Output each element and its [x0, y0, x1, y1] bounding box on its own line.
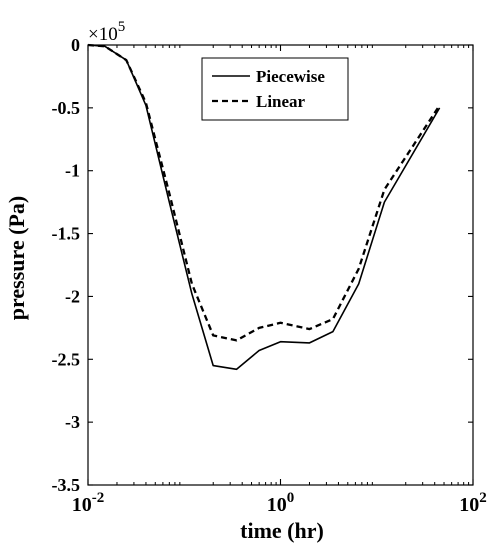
y-axis-label: pressure (Pa)	[4, 196, 29, 320]
y-tick-labels: 0 -0.5 -1 -1.5 -2 -2.5 -3 -3.5	[52, 35, 81, 495]
x-tick-label: 10-2	[72, 490, 105, 516]
series-line-piecewise	[87, 44, 441, 371]
legend-label-piecewise: Piecewise	[256, 67, 325, 86]
y-multiplier-exponent: 5	[118, 19, 126, 35]
legend-label-linear: Linear	[256, 92, 306, 111]
y-tick-label: -1.5	[52, 224, 81, 244]
y-tick-label: -2.5	[52, 349, 81, 369]
legend: Piecewise Linear	[201, 57, 349, 121]
x-tick-label: 100	[267, 490, 295, 516]
y-tick-label: -0.5	[52, 98, 81, 118]
y-tick-label: -1	[65, 161, 80, 181]
x-axis-label: time (hr)	[240, 518, 324, 543]
series-layer	[87, 43, 441, 371]
x-tick-label: 102	[459, 490, 487, 516]
plot-frame	[87, 44, 474, 486]
y-tick-label: 0	[71, 35, 80, 55]
y-tick-label: -3.5	[52, 475, 81, 495]
y-tick-label: -2	[65, 286, 80, 306]
x-tick-labels: 10-2 100 102	[72, 490, 487, 516]
series-line-linear	[87, 43, 441, 342]
legend-box	[201, 57, 349, 121]
y-tick-label: -3	[65, 412, 80, 432]
y-multiplier-label: ×105	[88, 19, 125, 45]
